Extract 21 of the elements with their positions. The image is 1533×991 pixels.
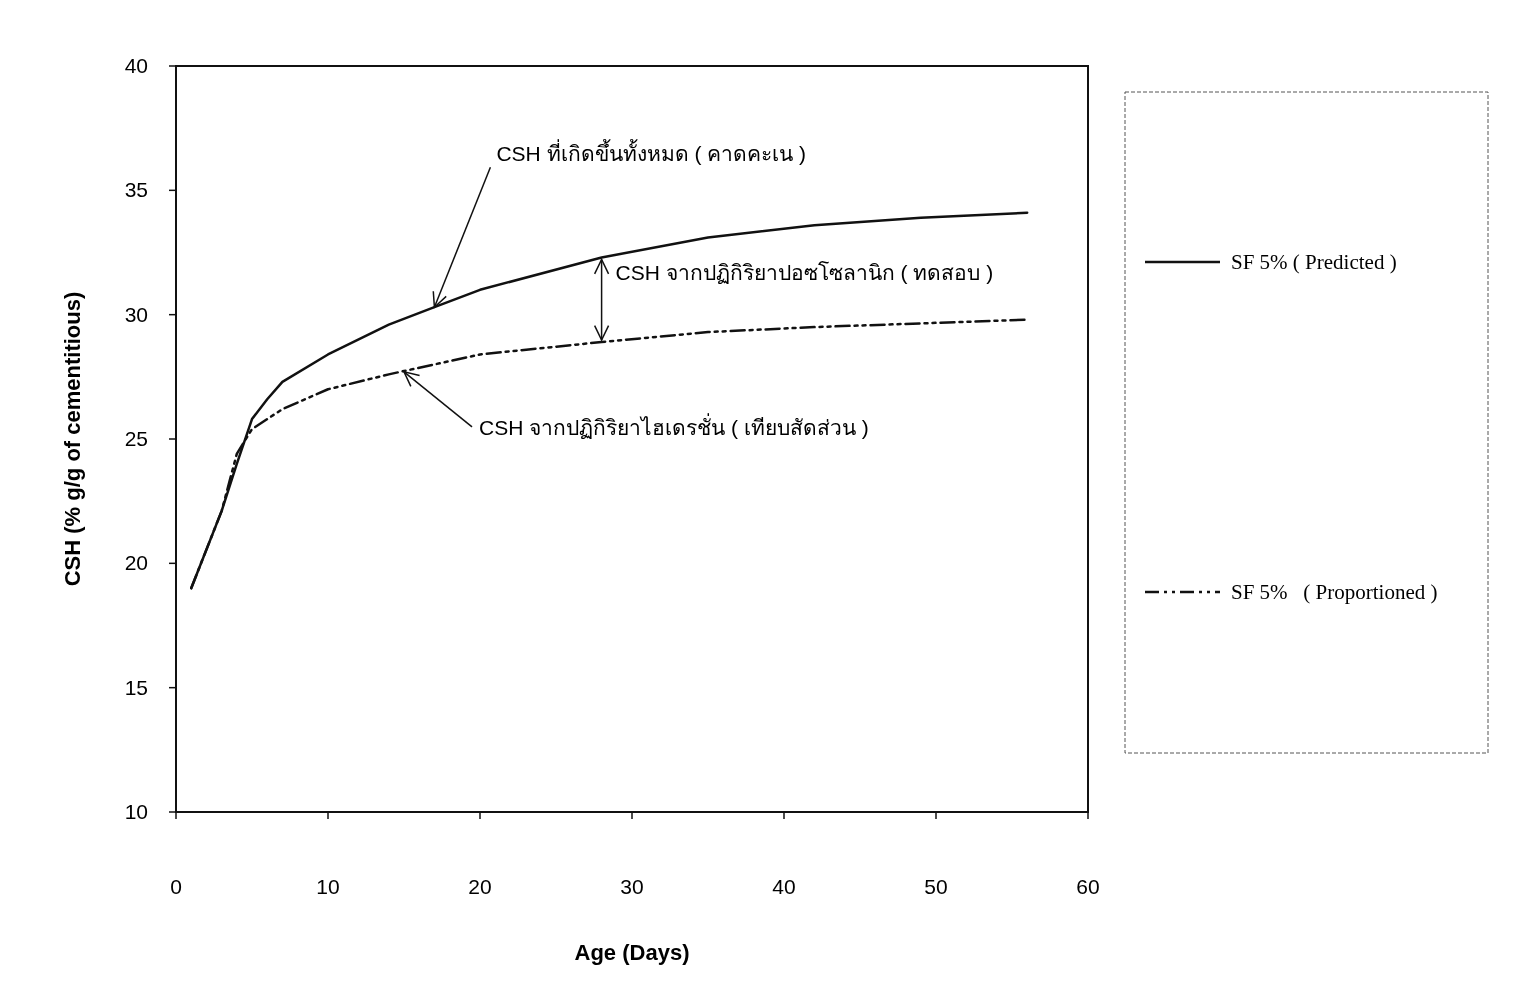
legend-label: SF 5% ( Predicted ) — [1231, 250, 1397, 274]
x-tick-label: 20 — [468, 875, 492, 898]
x-tick-label: 30 — [620, 875, 644, 898]
y-tick-label: 15 — [124, 675, 148, 699]
y-tick-label: 10 — [124, 800, 148, 823]
x-tick-label: 60 — [1076, 875, 1100, 898]
x-axis-title: Age (Days) — [574, 940, 690, 965]
y-tick-label: 35 — [124, 178, 148, 202]
x-tick-label: 50 — [924, 875, 948, 898]
y-tick-label: 20 — [124, 551, 148, 575]
x-tick-label: 40 — [772, 875, 796, 898]
x-tick-label: 0 — [170, 875, 182, 898]
y-tick-label: 40 — [124, 54, 148, 77]
x-tick-label: 10 — [316, 875, 340, 898]
y-axis-title: CSH (% g/g of cementitious) — [60, 291, 85, 587]
y-tick-label: 25 — [124, 427, 148, 450]
annotation: CSH ที่เกิดขึ้นทั้งหมด ( คาดคะเน ) — [496, 139, 807, 166]
y-tick-label: 30 — [124, 302, 148, 326]
annotation: CSH จากปฏิกิริยาปอซโซลานิก ( ทดสอบ ) — [615, 260, 994, 284]
annotation: CSH จากปฏิกิริยาไฮเดรชั่น ( เทียบสัดส่วน ) — [479, 412, 869, 439]
legend-label: SF 5% ( Proportioned ) — [1231, 580, 1438, 604]
